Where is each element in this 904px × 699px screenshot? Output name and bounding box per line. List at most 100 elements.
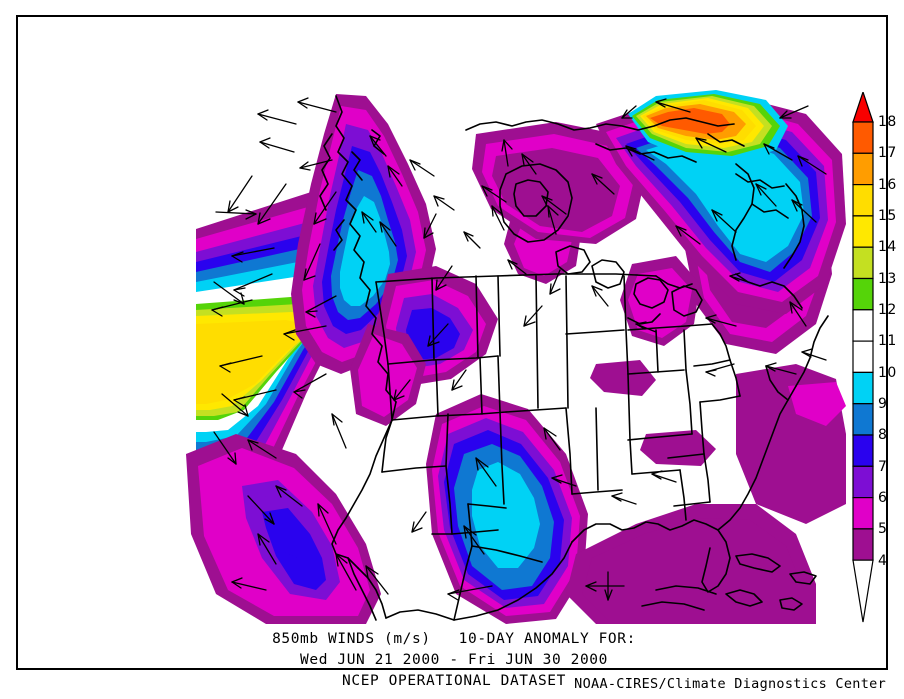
wind-arrow [387, 165, 403, 187]
wind-arrow [231, 247, 275, 263]
colorbar-tick-11: 11 [878, 333, 897, 349]
map-plot-area [36, 34, 846, 624]
wind-arrow [215, 209, 257, 220]
wind-arrow [411, 511, 427, 533]
wind-arrow [797, 155, 827, 175]
wind-arrow [233, 273, 273, 297]
colorbar-extend-top [852, 92, 874, 123]
wind-arrow [257, 109, 297, 125]
wind-arrow [801, 348, 827, 361]
wind-vector-field [211, 97, 827, 601]
colorbar-tick-10: 10 [878, 365, 897, 381]
wind-arrow [779, 105, 809, 119]
wind-arrow [507, 259, 527, 275]
wind-arrow [695, 137, 727, 153]
colorbar-swatches [852, 92, 874, 623]
colorbar-tick-6: 6 [878, 490, 888, 506]
wind-arrow [369, 135, 387, 157]
wind-arrow [463, 525, 485, 555]
colorbar: 18 17 16 15 14 13 12 11 10 9 8 7 6 5 4 [850, 92, 904, 637]
colorbar-tick-16: 16 [878, 177, 897, 193]
wind-arrow [635, 321, 657, 333]
wind-arrow [331, 413, 347, 449]
wind-arrow [541, 195, 567, 215]
wind-arrow [283, 325, 327, 341]
map-coastlines [319, 95, 829, 621]
wind-arrow [247, 495, 275, 525]
wind-arrow [585, 581, 625, 592]
contour-group-hudson-bay [472, 96, 846, 314]
wind-arrow [335, 553, 357, 591]
contour-group-gulf-atlantic [566, 360, 846, 624]
wind-arrow [257, 533, 277, 565]
wind-arrow [219, 355, 263, 373]
wind-arrow [227, 175, 253, 213]
wind-arrow [763, 143, 793, 161]
wind-arrow [303, 243, 321, 281]
wind-arrow [221, 393, 249, 417]
wind-arrow [791, 199, 817, 223]
wind-arrow [621, 105, 637, 119]
colorbar-tick-9: 9 [878, 396, 888, 412]
wind-arrow [379, 221, 397, 247]
wind-arrow [543, 427, 561, 451]
wind-arrow [463, 231, 481, 249]
figure-credit: NOAA-CIRES/Climate Diagnostics Center [16, 674, 888, 695]
wind-arrow [259, 137, 295, 153]
colorbar-tick-18: 18 [878, 114, 897, 130]
colorbar-tick-13: 13 [878, 271, 897, 287]
wind-arrow [433, 195, 455, 211]
wind-arrow [211, 299, 253, 317]
wind-arrow [317, 503, 337, 545]
wind-arrow [521, 153, 537, 175]
colorbar-extend-bottom [852, 559, 874, 623]
wind-arrow [551, 474, 577, 487]
wind-arrow [729, 272, 755, 285]
wind-arrow [547, 205, 559, 235]
colorbar-tick-12: 12 [878, 302, 897, 318]
wind-arrow [655, 98, 691, 113]
wind-arrow [297, 97, 337, 113]
wind-arrow [675, 225, 701, 245]
wind-arrow [591, 285, 609, 307]
colorbar-tick-15: 15 [878, 208, 897, 224]
wind-arrow [705, 314, 737, 327]
colorbar-tick-4: 4 [878, 553, 888, 569]
wind-arrow [293, 373, 327, 399]
caption-title: 850mb WINDS (m/s) 10-DAY ANOMALY FOR: [272, 631, 636, 647]
wind-arrow [247, 439, 277, 459]
wind-arrow [604, 571, 613, 601]
colorbar-tick-8: 8 [878, 427, 888, 443]
contour-group-baja [186, 434, 381, 624]
wind-arrow [393, 379, 411, 401]
wind-arrow [361, 211, 377, 233]
anomaly-contour-map [36, 34, 846, 624]
wind-arrow [231, 577, 267, 591]
wind-arrow [409, 159, 435, 177]
wind-arrow [451, 369, 467, 391]
wind-arrow [305, 295, 337, 318]
wind-arrow [755, 183, 777, 207]
wind-arrow [491, 205, 505, 231]
wind-arrow [475, 457, 497, 487]
wind-arrow [711, 209, 737, 233]
wind-arrow [651, 470, 677, 483]
wind-arrow [275, 485, 303, 507]
wind-arrow [365, 565, 389, 595]
colorbar-tick-14: 14 [878, 239, 897, 255]
wind-arrow [423, 213, 437, 239]
wind-arrow [447, 585, 493, 601]
wind-arrow [611, 492, 637, 505]
wind-arrow [625, 145, 655, 161]
colorbar-tick-5: 5 [878, 521, 888, 537]
contour-group-texas [426, 394, 588, 624]
figure-frame: 18 17 16 15 14 13 12 11 10 9 8 7 6 5 4 8… [16, 15, 896, 689]
caption-daterange: Wed JUN 21 2000 - Fri JUN 30 2000 [300, 652, 608, 668]
colorbar-tick-17: 17 [878, 145, 897, 161]
wind-arrow [481, 185, 507, 203]
colorbar-tick-7: 7 [878, 459, 888, 475]
wind-arrow [549, 269, 561, 295]
wind-arrow [313, 191, 337, 225]
wind-arrow [257, 183, 287, 225]
